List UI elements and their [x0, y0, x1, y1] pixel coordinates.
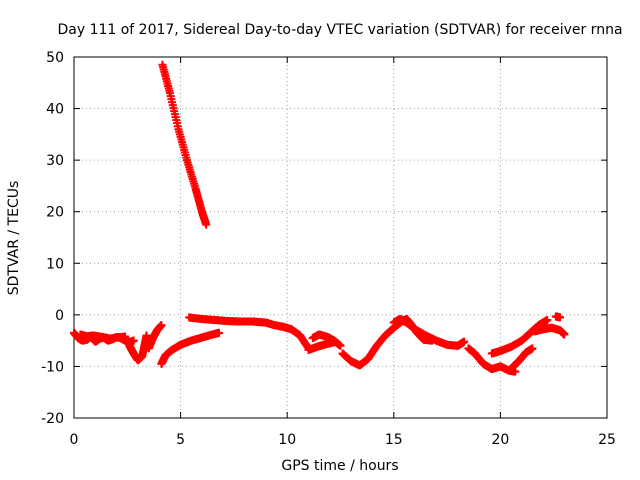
data-point [129, 336, 138, 345]
y-tick-label: 50 [46, 50, 64, 66]
series-arc-2 [76, 330, 130, 343]
series-arc-15 [530, 323, 569, 339]
y-tick-label: 30 [46, 153, 64, 169]
x-tick-label: 10 [278, 432, 296, 448]
y-tick-label: 0 [55, 308, 64, 324]
y-axis: -20 -10 0 10 20 30 40 50 [41, 50, 607, 427]
x-tick-label: 5 [176, 432, 185, 448]
data-point [556, 313, 565, 322]
data-point [121, 332, 130, 341]
data-point [528, 344, 537, 353]
data-point [336, 341, 345, 350]
y-tick-label: -20 [41, 411, 64, 427]
x-tick-label: 20 [491, 432, 509, 448]
data-point [543, 316, 552, 325]
x-axis-label: GPS time / hours [281, 458, 398, 474]
series-arc-16 [551, 312, 565, 322]
y-tick-label: -10 [41, 359, 64, 375]
data-point [202, 220, 211, 229]
x-axis: 0 5 10 15 20 25 [70, 57, 616, 448]
series-arc-7 [185, 313, 313, 353]
data-points [70, 60, 569, 376]
data-point [214, 328, 223, 337]
x-tick-label: 15 [385, 432, 403, 448]
grid [74, 57, 607, 418]
chart-title: Day 111 of 2017, Sidereal Day-to-day VTE… [57, 22, 622, 38]
x-tick-label: 0 [70, 432, 79, 448]
data-point [157, 321, 166, 330]
series-arc-9 [308, 330, 345, 350]
y-tick-label: 20 [46, 205, 64, 221]
series-arc-3 [125, 331, 151, 365]
series-arc-4 [144, 321, 166, 353]
y-tick-label: 10 [46, 256, 64, 272]
y-axis-label: SDTVAR / TECUs [6, 181, 22, 296]
series-arc-14 [509, 344, 537, 371]
y-tick-label: 40 [46, 102, 64, 118]
data-point [560, 330, 569, 339]
series-arc-11 [389, 314, 469, 350]
series-arc-6 [158, 60, 211, 229]
data-point [511, 367, 520, 376]
plot-area-border [73, 56, 608, 419]
data-point [142, 331, 151, 340]
series-arc-5 [157, 328, 223, 368]
x-tick-label: 25 [598, 432, 616, 448]
data-point [460, 337, 469, 346]
series-arc-12 [464, 344, 520, 376]
